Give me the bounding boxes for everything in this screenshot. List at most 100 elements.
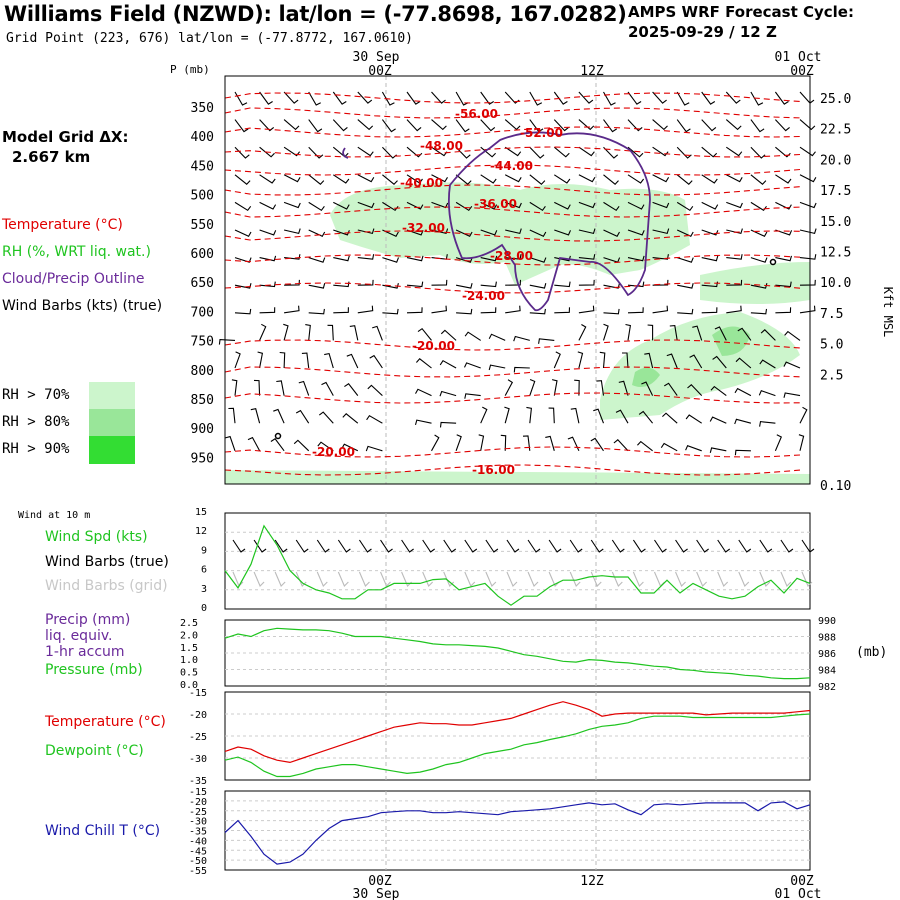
wind-barb [431,434,440,452]
wind-barb [577,351,584,369]
wind-barb [578,201,596,209]
wind-barb [578,305,595,314]
wind-barb [701,91,716,105]
wind-barb [750,229,768,238]
wind-barb [529,174,546,185]
wind-barb [225,435,236,451]
wind-barb [293,439,310,452]
wind-barb [636,440,653,452]
wind-barb [327,324,334,341]
wind-barb [638,410,654,424]
wind-barb [551,379,558,396]
wind-barb [710,385,727,397]
wind-barb [247,436,261,452]
wind-barb [513,366,530,373]
wind-barb [603,91,616,106]
windchill-tick: -50 [189,856,207,867]
wind-barb [234,257,252,263]
model-grid-label: Model Grid ΔX: [2,128,129,146]
temperature-tick: -25 [189,732,207,743]
height-tick-label: 17.5 [820,184,851,199]
wind-barb [357,146,374,157]
wind-barb [406,146,423,158]
wind-barb [504,379,514,396]
wind-barb [406,307,423,314]
wind-barb [676,201,694,212]
wind-barb [759,359,776,369]
wind-barb-grid [316,571,328,587]
wind-barb [308,119,323,133]
wind-barb [603,229,620,238]
wind-barb [685,445,702,452]
height-tick-label: 5.0 [820,338,843,353]
wind-barb-true [738,539,752,553]
forecast-cycle-label: AMPS WRF Forecast Cycle: [628,3,854,21]
pressure-series [224,627,811,680]
wind-barb-grid [253,571,265,587]
wind-barb [618,380,629,396]
wind-barb [553,146,570,158]
wind-barb [318,411,334,424]
wind-barb [596,380,605,396]
pressure-tick-label: 500 [191,189,214,204]
wind-barb [431,228,449,235]
wind-barb [627,255,645,262]
temperature-contour-label: -32.00 [402,221,445,235]
wind-barb [382,257,400,263]
wind-barb-true [654,539,667,553]
wind-barb [480,91,494,105]
precip-tick: 2.5 [180,618,198,629]
wind-barb [259,229,277,236]
wind-barb [603,308,620,315]
wind-barb [357,174,375,183]
wind-barb [735,357,752,369]
wind-barb [676,146,692,159]
wind-barb-grid [632,571,644,587]
pressure-tick-label: 600 [191,247,214,262]
wind-barb [554,229,572,236]
wind-barb [799,201,817,209]
wind-barb [799,174,817,183]
wind-barb [799,254,817,260]
windchill-tick: -35 [189,827,207,838]
wind-barb [554,201,571,210]
cloud-outline [447,131,651,312]
wind-barb [676,91,690,106]
wind-barb [357,91,373,104]
wind-barb [234,229,252,238]
wind-barb [415,358,432,369]
wind-barb [415,388,432,397]
wind-barb-true [485,539,499,553]
wind-barb-true [780,539,794,553]
wind-barb-true [422,539,435,553]
wind-barb [529,257,547,263]
wind-barb [529,378,536,396]
wind-barb [333,307,349,314]
wind-barb [799,228,817,235]
wind-barb-grid [696,571,708,587]
legend-rh80: RH > 80% [2,414,70,430]
wind-barb [627,146,644,158]
isotherm-line [224,254,801,266]
wind-barb-grid [274,571,286,587]
wind-barb [750,257,768,263]
height-axis-title: Kft MSL [881,287,895,338]
wind-barb [783,361,801,369]
wind-barb [709,416,727,424]
grid-point-label: Grid Point (223, 676) lat/lon = (-77.877… [6,31,413,46]
isotherm-line [224,339,801,351]
wind-barb [382,308,399,315]
wind-barb [284,279,300,286]
legend-temperature: Temperature (°C) [2,217,123,233]
wind-barb [603,146,619,159]
height-tick-label: 15.0 [820,215,851,230]
wind-barb [714,326,727,341]
isotherm-line [224,146,801,158]
wind-barb [613,439,629,452]
wind-barb-true [548,539,562,553]
wind-barb-true [590,539,604,553]
wind-barb [270,438,285,452]
wind-barb [332,174,350,184]
wind-barb [775,255,793,262]
